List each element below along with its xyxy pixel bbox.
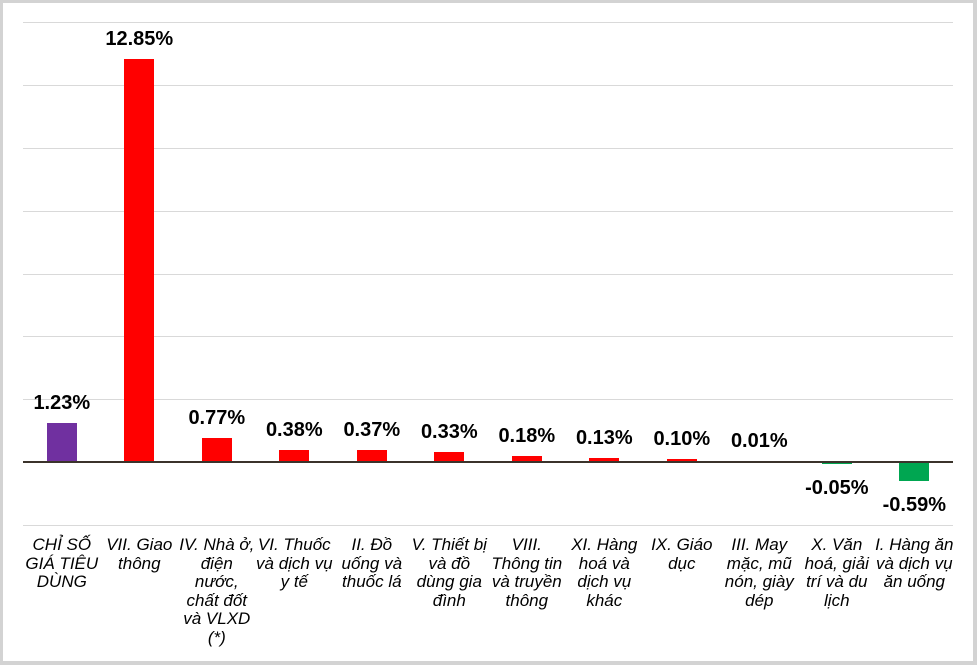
gridline (23, 22, 953, 24)
category-label: V. Thiết bị và đồ dùng gia đình (411, 535, 487, 610)
bar (589, 457, 620, 462)
category-label: II. Đồ uống và thuốc lá (341, 535, 403, 591)
bar (279, 450, 310, 462)
category-label: I. Hàng ăn và dịch vụ ăn uống (875, 535, 954, 591)
category-label: VI. Thuốc và dịch vụ y tế (256, 535, 333, 591)
value-label: 0.18% (498, 425, 556, 448)
value-label: -0.05% (805, 476, 869, 499)
gridline (23, 85, 953, 87)
value-label: 0.10% (653, 427, 711, 450)
bar (46, 423, 77, 462)
category-label: CHỈ SỐ GIÁ TIÊU DÙNG (25, 535, 99, 591)
value-label: 0.01% (730, 429, 788, 452)
value-label: 0.13% (575, 426, 633, 449)
gridline (23, 148, 953, 149)
gridline (23, 273, 953, 275)
bar (356, 450, 387, 462)
bar (124, 58, 155, 462)
category-label: VII. Giao thông (106, 535, 173, 573)
category-label: IV. Nhà ở, điện nước, chất đốt và VLXD (… (179, 535, 255, 647)
bar (201, 437, 232, 462)
bar (666, 458, 697, 462)
bar (899, 462, 930, 481)
category-label: III. May mặc, mũ nón, giày dép (724, 535, 794, 610)
gridline (23, 336, 953, 338)
value-label: 0.77% (188, 406, 246, 429)
gridline (23, 524, 953, 526)
value-label: 0.38% (265, 419, 323, 442)
category-label: XI. Hàng hoá và dịch vụ khác (571, 535, 638, 610)
value-label: 12.85% (105, 27, 174, 50)
gridline (23, 210, 953, 212)
category-label: IX. Giáo dục (651, 535, 713, 573)
category-label: X. Văn hoá, giải trí và du lịch (804, 535, 869, 610)
category-label: VIII. Thông tin và truyền thông (491, 535, 563, 610)
zero-axis-line (23, 461, 953, 463)
value-label: -0.59% (882, 493, 946, 516)
value-label: 1.23% (33, 392, 91, 415)
bar (511, 456, 542, 462)
gridline (23, 399, 953, 401)
value-label: 0.33% (420, 420, 478, 443)
value-label: 0.37% (343, 419, 401, 442)
bar (434, 451, 465, 462)
